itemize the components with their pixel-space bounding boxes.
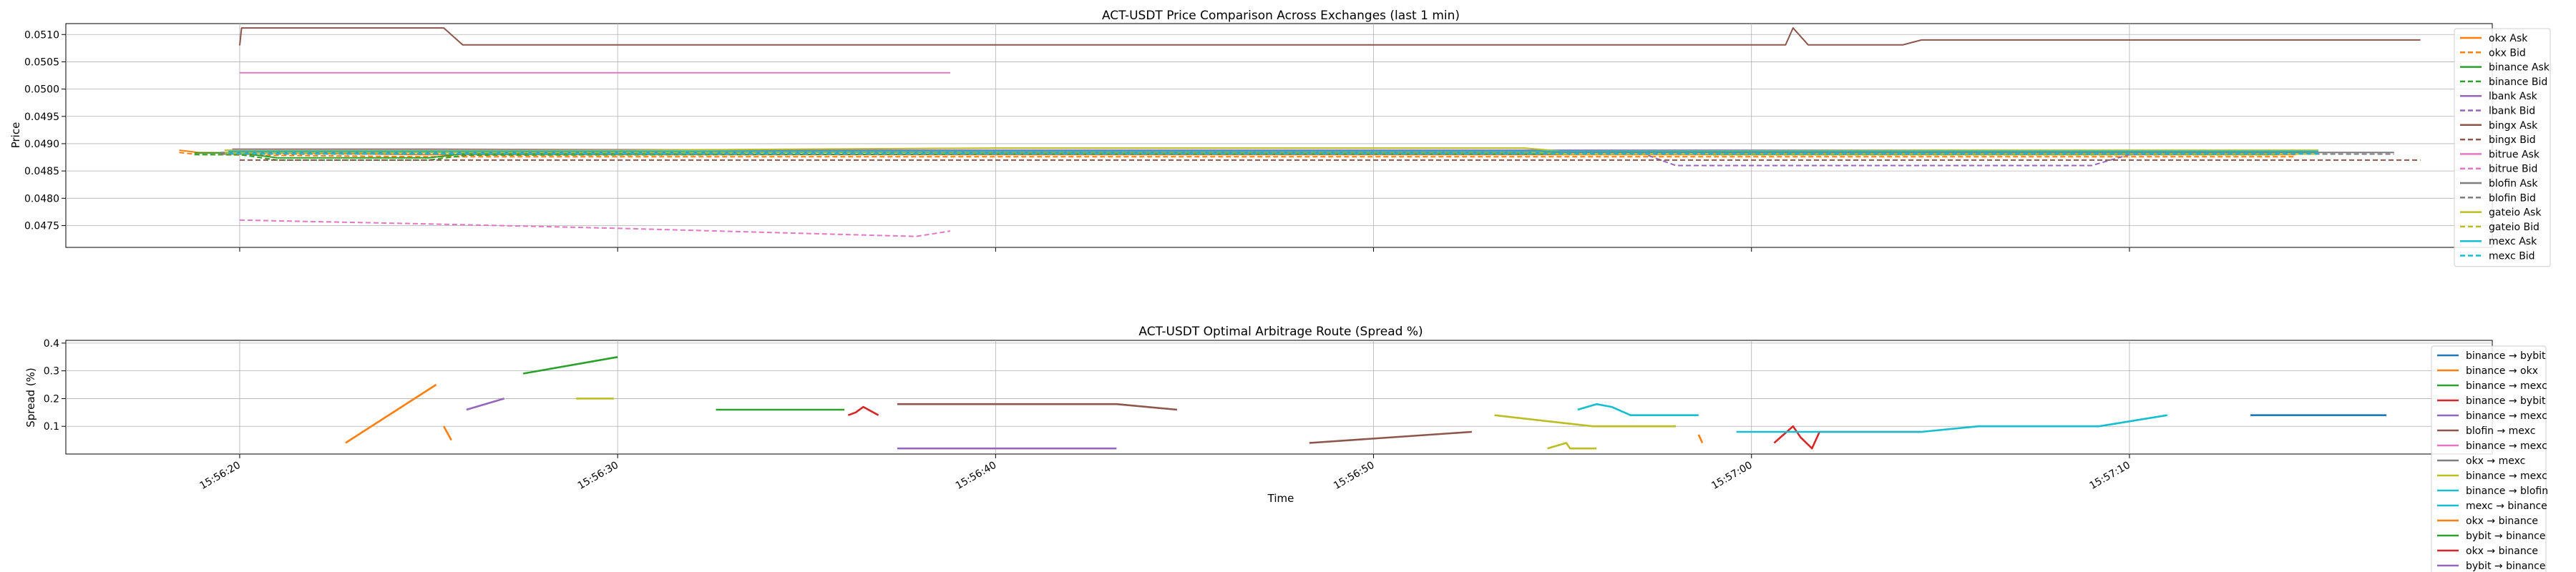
spread-legend-label: binance → okx (2466, 365, 2538, 377)
spread-legend-label: binance → bybit (2466, 395, 2546, 407)
price-legend-label: gateio Ask (2489, 207, 2542, 219)
spread-legend-label: binance → mexc (2466, 410, 2547, 422)
price-y-axis-label: Price (9, 122, 22, 149)
spread-series-binance-blofin (1577, 403, 1699, 417)
spread-legend-label: bybit → binance (2466, 561, 2545, 572)
spread-y-tick-label: 0.3 (44, 366, 59, 378)
spread-legend-label: binance → mexc (2466, 380, 2547, 392)
price-legend-label: mexc Ask (2489, 236, 2537, 247)
price-series-bingx-ask (239, 27, 2421, 46)
spread-x-axis-label: Time (1267, 492, 1294, 505)
spread-legend-label: binance → mexc (2466, 470, 2547, 482)
price-legend-box (2454, 28, 2551, 267)
price-legend-label: lbank Ask (2489, 91, 2538, 102)
price-chart-panel: ACT-USDT Price Comparison Across Exchang… (9, 9, 2551, 267)
spread-series-binance-okx (345, 383, 437, 444)
price-series-bitrue-bid (239, 219, 951, 237)
spread-legend-label: bybit → binance (2466, 531, 2545, 542)
price-legend-label: gateio Bid (2489, 222, 2540, 233)
price-legend-label: okx Bid (2489, 47, 2526, 59)
spread-y-tick-label: 0.2 (44, 393, 59, 405)
price-legend-label: bitrue Bid (2489, 164, 2537, 175)
price-y-tick-label: 0.0495 (24, 112, 59, 123)
spread-legend-label: binance → mexc (2466, 440, 2547, 452)
price-y-tick-label: 0.0500 (24, 84, 59, 96)
spread-legend-label: blofin → mexc (2466, 425, 2535, 437)
price-y-tick-label: 0.0505 (24, 56, 59, 68)
spread-chart-panel: ACT-USDT Optimal Arbitrage Route (Spread… (24, 325, 2548, 572)
price-legend-label: bingx Ask (2489, 120, 2538, 132)
price-legend-label: lbank Bid (2489, 106, 2535, 117)
spread-segment-segment (897, 403, 1178, 411)
spread-series-binance-mexc (1494, 414, 1677, 428)
price-legend-label: mexc Bid (2489, 251, 2535, 262)
spread-segment-segment (1547, 442, 1597, 450)
price-chart-title: ACT-USDT Price Comparison Across Exchang… (1102, 9, 1460, 23)
price-legend-label: blofin Ask (2489, 178, 2538, 189)
price-y-tick-label: 0.0510 (24, 29, 59, 41)
price-plot-area (65, 23, 2493, 248)
price-legend: okx Ask okx Bid binance Ask binance Bid lban… (2454, 28, 2551, 267)
price-legend-label: binance Bid (2489, 77, 2547, 88)
spread-series-okx-binance (1697, 434, 1704, 444)
price-y-tick-label: 0.0480 (24, 193, 59, 204)
spread-plot-area (65, 340, 2493, 455)
spread-segment-segment (443, 425, 452, 441)
spread-chart-title: ACT-USDT Optimal Arbitrage Route (Spread… (1138, 325, 1423, 339)
spread-series-binance-mexc (466, 398, 505, 411)
price-y-tick-label: 0.0485 (24, 166, 59, 177)
spread-y-tick-label: 0.4 (44, 338, 59, 350)
spread-series-okx-binance (847, 405, 879, 416)
spread-legend-label: binance → bybit (2466, 350, 2546, 362)
price-legend-label: okx Ask (2489, 33, 2528, 44)
price-y-tick-label: 0.0490 (24, 139, 59, 150)
spread-y-axis-label: Spread (%) (24, 368, 37, 428)
spread-legend-label: binance → blofin (2466, 485, 2548, 497)
spread-legend-label: okx → binance (2466, 516, 2538, 527)
spread-legend-label: okx → binance (2466, 546, 2538, 557)
price-legend-label: bingx Bid (2489, 134, 2536, 146)
price-legend-label: bitrue Ask (2489, 149, 2540, 160)
spread-legend-label: mexc → binance (2466, 500, 2547, 512)
price-legend-label: blofin Bid (2489, 192, 2536, 204)
spread-legend: binance → bybit binance → okx binance → me… (2431, 345, 2548, 572)
spread-legend-label: okx → mexc (2466, 455, 2525, 467)
spread-y-tick-label: 0.1 (44, 421, 59, 433)
price-legend-label: binance Ask (2489, 62, 2550, 74)
price-y-tick-label: 0.0475 (24, 220, 59, 232)
spread-series-mexc-binance (1736, 414, 2168, 433)
spread-legend-box (2431, 345, 2547, 572)
price-series-gateio-ask (224, 147, 2318, 152)
spread-series-blofin-mexc (1309, 430, 1472, 444)
spread-series-binance-mexc (522, 356, 618, 375)
price-series-binance-bid (194, 153, 2277, 161)
